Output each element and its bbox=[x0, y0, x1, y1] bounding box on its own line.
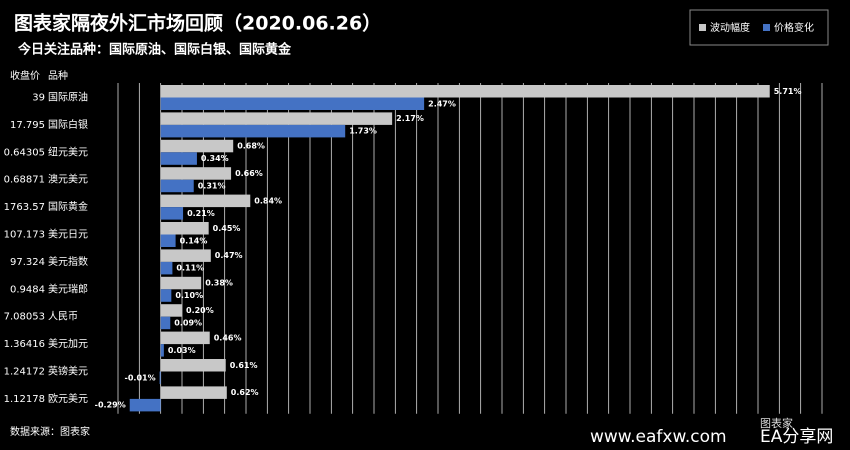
value-label: 0.62% bbox=[231, 388, 259, 397]
bar bbox=[160, 316, 171, 330]
value-label: 0.38% bbox=[205, 279, 233, 288]
bar bbox=[160, 249, 211, 262]
category-label: 美元加元 bbox=[48, 337, 88, 350]
bar bbox=[160, 261, 173, 275]
value-label: 0.20% bbox=[186, 306, 214, 315]
category-label: 美元日元 bbox=[48, 228, 88, 241]
watermark-logo: 图表家 bbox=[760, 416, 793, 430]
value-label: 0.34% bbox=[201, 154, 229, 163]
category-label: 美元指数 bbox=[48, 255, 88, 268]
bar bbox=[160, 234, 176, 247]
value-label: -0.29% bbox=[95, 401, 126, 410]
close-price: 0.64305 bbox=[4, 147, 45, 158]
value-label: 0.14% bbox=[180, 236, 208, 245]
value-label: 0.03% bbox=[168, 346, 196, 355]
value-label: 0.46% bbox=[214, 333, 242, 342]
value-label: 5.71% bbox=[774, 87, 802, 96]
close-price: 107.173 bbox=[4, 230, 45, 241]
watermark-site: EA分享网 bbox=[760, 427, 833, 447]
chart-subtitle: 今日关注品种：国际原油、国际白银、国际黄金 bbox=[17, 42, 292, 58]
value-label: 0.21% bbox=[187, 209, 215, 218]
legend-swatch bbox=[699, 24, 706, 31]
watermark-url: www.eafxw.com bbox=[590, 427, 727, 447]
close-price: 17.795 bbox=[10, 120, 45, 131]
category-header: 品种 bbox=[48, 69, 68, 82]
category-label: 美元瑞郎 bbox=[48, 282, 88, 295]
value-label: 0.68% bbox=[237, 142, 265, 151]
bar bbox=[160, 152, 197, 165]
close-price: 0.68871 bbox=[4, 175, 45, 186]
close-price: 97.324 bbox=[10, 257, 45, 268]
category-label: 国际白银 bbox=[48, 118, 88, 131]
bar bbox=[160, 194, 251, 208]
bar bbox=[160, 386, 227, 399]
close-price: 7.08053 bbox=[4, 312, 45, 323]
close-price: 1.36416 bbox=[4, 339, 45, 350]
close-price: 1.12178 bbox=[4, 394, 45, 405]
category-label: 英镑美元 bbox=[48, 365, 88, 378]
chart-title: 图表家隔夜外汇市场回顾（2020.06.26） bbox=[14, 12, 381, 35]
value-label: 2.17% bbox=[396, 114, 424, 123]
bar bbox=[160, 222, 209, 235]
bar bbox=[160, 276, 202, 290]
category-label: 纽元美元 bbox=[48, 145, 88, 158]
value-label: 1.73% bbox=[349, 127, 377, 136]
category-label: 欧元美元 bbox=[48, 392, 88, 405]
bar bbox=[160, 359, 226, 372]
bar bbox=[160, 179, 194, 193]
legend-label: 价格变化 bbox=[774, 21, 814, 34]
close-price: 39 bbox=[32, 93, 45, 104]
value-label: 0.66% bbox=[235, 169, 263, 178]
close-price: 1763.57 bbox=[4, 202, 45, 213]
close-price: 0.9484 bbox=[10, 284, 45, 295]
price-header: 收盘价 bbox=[10, 69, 40, 82]
legend-box bbox=[689, 9, 829, 46]
value-label: 0.84% bbox=[254, 196, 282, 205]
legend-swatch bbox=[763, 24, 770, 31]
value-label: 0.47% bbox=[215, 251, 243, 260]
bar bbox=[160, 207, 184, 220]
category-label: 国际黄金 bbox=[48, 200, 88, 213]
value-label: 0.11% bbox=[176, 264, 204, 273]
bar bbox=[160, 124, 346, 138]
bar bbox=[160, 289, 172, 302]
value-label: 0.61% bbox=[230, 361, 258, 370]
bar bbox=[160, 97, 425, 110]
value-label: 0.09% bbox=[174, 318, 202, 327]
bar bbox=[160, 304, 182, 317]
bar bbox=[129, 398, 161, 412]
bar bbox=[160, 85, 770, 98]
bar bbox=[160, 139, 234, 153]
close-price: 1.24172 bbox=[4, 367, 45, 378]
legend-label: 波动幅度 bbox=[710, 21, 750, 34]
category-label: 人民币 bbox=[48, 311, 78, 323]
value-label: 0.31% bbox=[198, 181, 226, 190]
category-label: 国际原油 bbox=[48, 91, 88, 104]
value-label: 2.47% bbox=[428, 99, 456, 108]
category-label: 澳元美元 bbox=[48, 173, 88, 186]
bar bbox=[160, 167, 232, 180]
bar bbox=[159, 371, 161, 384]
bar bbox=[160, 112, 393, 125]
source: 数据来源：图表家 bbox=[10, 425, 90, 438]
value-label: -0.01% bbox=[125, 373, 156, 382]
bar bbox=[160, 331, 210, 345]
bar bbox=[160, 344, 164, 357]
value-label: 0.45% bbox=[213, 224, 241, 233]
value-label: 0.10% bbox=[175, 291, 203, 300]
